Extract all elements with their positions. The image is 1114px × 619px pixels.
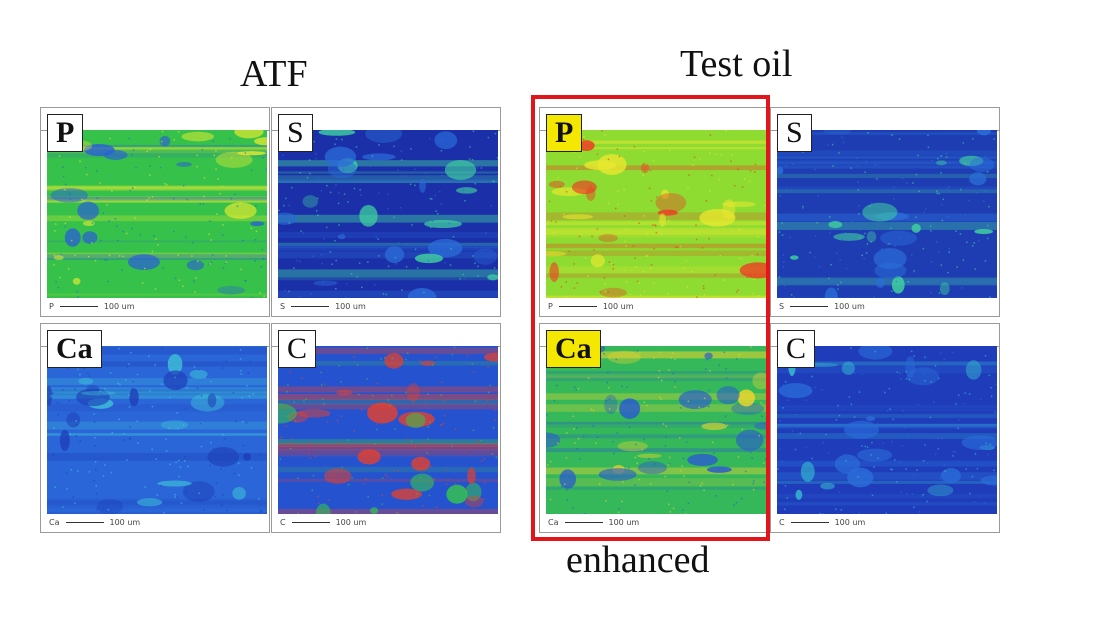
map-panel-atf-p: P P 100 um [40, 107, 270, 317]
scale-bar: S 100 um [280, 301, 366, 311]
scale-bar: Ca 100 um [49, 517, 141, 527]
element-map-test-oil-p [546, 130, 766, 298]
element-label-p-highlighted: P [546, 114, 583, 152]
map-panel-test-oil-p: P P 100 um [539, 107, 769, 317]
group-title-test-oil: Test oil [680, 43, 793, 85]
element-label-c: C [777, 330, 816, 368]
element-label-s: S [777, 114, 812, 152]
element-map-test-oil-ca [546, 346, 766, 514]
element-map-atf-c [278, 346, 498, 514]
element-map-test-oil-s [777, 130, 997, 298]
highlight-caption: enhanced [566, 539, 710, 581]
map-panel-test-oil-ca: Ca Ca 100 um [539, 323, 769, 533]
element-map-test-oil-c [777, 346, 997, 514]
element-map-atf-p [47, 130, 267, 298]
element-label-ca-highlighted: Ca [546, 330, 601, 368]
map-panel-test-oil-c: C C 100 um [770, 323, 1000, 533]
element-map-atf-s [278, 130, 498, 298]
group-title-atf: ATF [240, 53, 308, 95]
scale-bar: P 100 um [49, 301, 135, 311]
element-label-p: P [47, 114, 84, 152]
map-panel-test-oil-s: S S 100 um [770, 107, 1000, 317]
highlight-box [531, 95, 770, 541]
map-panel-atf-s: S S 100 um [271, 107, 501, 317]
map-panel-atf-c: C C 100 um [271, 323, 501, 533]
element-label-ca: Ca [47, 330, 102, 368]
element-label-c: C [278, 330, 317, 368]
scale-bar: S 100 um [779, 301, 865, 311]
element-map-atf-ca [47, 346, 267, 514]
element-label-s: S [278, 114, 313, 152]
scale-bar: C 100 um [779, 517, 866, 527]
scale-bar: P 100 um [548, 301, 634, 311]
map-panel-atf-ca: Ca Ca 100 um [40, 323, 270, 533]
scale-bar: Ca 100 um [548, 517, 640, 527]
scale-bar: C 100 um [280, 517, 367, 527]
